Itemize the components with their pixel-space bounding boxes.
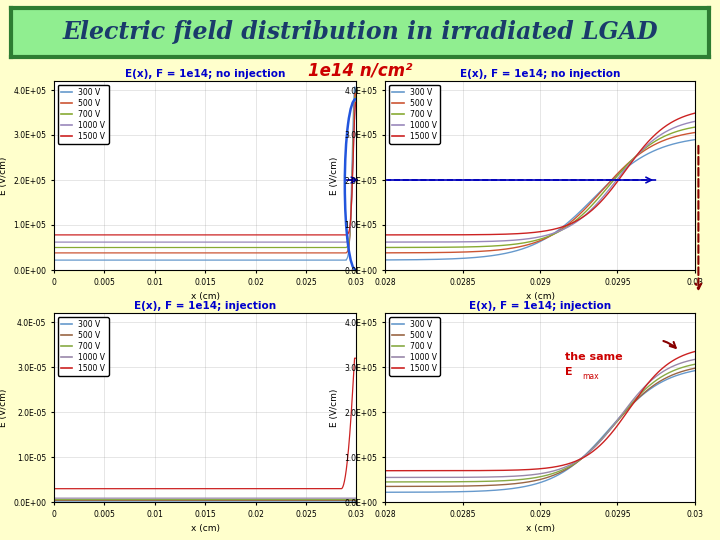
Text: E: E [564,367,572,377]
X-axis label: x (cm): x (cm) [526,524,554,534]
Legend: 300 V, 500 V, 700 V, 1000 V, 1500 V: 300 V, 500 V, 700 V, 1000 V, 1500 V [389,317,440,376]
Title: E(x), F = 1e14; no injection: E(x), F = 1e14; no injection [125,69,285,79]
Y-axis label: E (V/cm): E (V/cm) [0,156,8,195]
Y-axis label: E (V/cm): E (V/cm) [330,388,339,427]
Legend: 300 V, 500 V, 700 V, 1000 V, 1500 V: 300 V, 500 V, 700 V, 1000 V, 1500 V [389,85,440,144]
Text: the same: the same [564,352,622,362]
Legend: 300 V, 500 V, 700 V, 1000 V, 1500 V: 300 V, 500 V, 700 V, 1000 V, 1500 V [58,85,109,144]
Y-axis label: E (V/cm): E (V/cm) [330,156,339,195]
Text: max: max [582,372,598,381]
Text: Electric field distribution in irradiated LGAD: Electric field distribution in irradiate… [62,21,658,44]
Text: 1e14 n/cm²: 1e14 n/cm² [308,61,412,79]
X-axis label: x (cm): x (cm) [191,292,220,301]
Title: E(x), F = 1e14; injection: E(x), F = 1e14; injection [469,301,611,311]
X-axis label: x (cm): x (cm) [526,292,554,301]
Y-axis label: E (V/cm): E (V/cm) [0,388,8,427]
Title: E(x), F = 1e14; no injection: E(x), F = 1e14; no injection [460,69,620,79]
Legend: 300 V, 500 V, 700 V, 1000 V, 1500 V: 300 V, 500 V, 700 V, 1000 V, 1500 V [58,317,109,376]
X-axis label: x (cm): x (cm) [191,524,220,534]
Title: E(x), F = 1e14; injection: E(x), F = 1e14; injection [134,301,276,311]
